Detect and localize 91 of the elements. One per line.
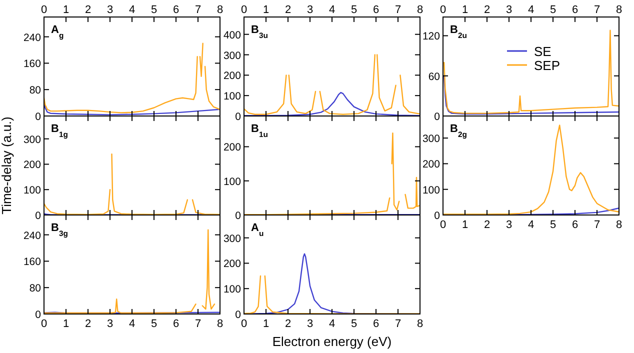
x-tick-label: 3 xyxy=(106,318,114,330)
y-tick-label: 300 xyxy=(223,232,242,245)
y-tick-label: 0 xyxy=(434,111,440,123)
legend-label: SE xyxy=(534,44,552,59)
y-tick-label: 0 xyxy=(235,111,242,123)
y-tick-label: 200 xyxy=(223,258,242,270)
y-tick-label: 0 xyxy=(434,210,440,222)
x-tick-label: 5 xyxy=(550,219,556,231)
y-tick-label: 200 xyxy=(422,158,440,171)
y-tick-label: 300 xyxy=(23,134,42,146)
x-tick-label: 8 xyxy=(216,4,224,16)
x-tick-label: 3 xyxy=(306,318,314,330)
x-tick-label: 7 xyxy=(594,219,600,231)
y-tick-label: 0 xyxy=(35,309,42,321)
y-tick-label: 160 xyxy=(23,58,42,70)
text: A$_{u}$ xyxy=(251,222,264,238)
x-tick-label: 7 xyxy=(394,318,402,330)
x-tick-label: 7 xyxy=(394,4,402,16)
x-tick-label: 1 xyxy=(262,4,270,16)
y-tick-label: 60 xyxy=(428,70,440,83)
legend-label: SEP xyxy=(534,58,560,73)
text: A$_{g}$ xyxy=(51,24,64,40)
y-tick-label: 100 xyxy=(223,90,242,103)
text: B$_{2g}$ xyxy=(450,123,468,138)
x-tick-label: 4 xyxy=(128,4,136,16)
y-tick-label: 80 xyxy=(29,84,42,97)
y-tick-label: 200 xyxy=(23,159,42,172)
x-tick-label: 3 xyxy=(106,4,114,16)
y-tick-label: 100 xyxy=(223,176,242,188)
y-tick-label: 100 xyxy=(422,184,440,196)
y-tick-label: 80 xyxy=(29,282,42,295)
x-tick-label: 8 xyxy=(216,318,224,330)
x-tick-label: 6 xyxy=(372,318,380,330)
x-tick-label: 8 xyxy=(616,219,622,231)
x-tick-label: 1 xyxy=(462,4,468,16)
y-tick-label: 400 xyxy=(223,29,242,42)
x-tick-label: 5 xyxy=(350,318,358,330)
x-tick-label: 2 xyxy=(284,318,292,330)
y-axis-title: Time-delay (a.u.) xyxy=(0,116,14,214)
x-tick-label: 6 xyxy=(172,4,180,16)
y-tick-label: 0 xyxy=(35,111,42,123)
x-tick-label: 2 xyxy=(84,318,92,330)
x-tick-label: 3 xyxy=(506,219,512,231)
y-tick-label: 160 xyxy=(23,256,42,268)
x-tick-label: 8 xyxy=(416,318,424,330)
x-tick-label: 7 xyxy=(194,4,202,16)
y-tick-label: 100 xyxy=(223,284,242,296)
y-tick-label: 300 xyxy=(422,133,440,146)
y-tick-label: 0 xyxy=(235,210,242,222)
text: B$_{1g}$ xyxy=(51,123,68,138)
x-tick-label: 2 xyxy=(484,4,490,16)
text: B$_{2u}$ xyxy=(450,24,468,40)
text: B$_{3g}$ xyxy=(51,222,68,238)
x-tick-label: 1 xyxy=(62,318,70,330)
x-tick-label: 1 xyxy=(462,219,468,231)
x-tick-label: 5 xyxy=(150,4,158,16)
y-tick-label: 200 xyxy=(223,70,242,82)
x-tick-label: 2 xyxy=(484,219,490,231)
x-tick-label: 4 xyxy=(528,4,534,16)
x-tick-label: 7 xyxy=(194,318,202,330)
y-tick-label: 200 xyxy=(223,142,242,154)
x-tick-label: 6 xyxy=(572,4,578,16)
x-tick-label: 3 xyxy=(506,4,512,16)
x-tick-label: 7 xyxy=(594,4,600,16)
text: B$_{1u}$ xyxy=(251,123,268,138)
y-tick-label: 100 xyxy=(23,184,42,197)
x-tick-label: 6 xyxy=(372,4,380,16)
y-tick-label: 240 xyxy=(23,230,42,242)
y-tick-label: 0 xyxy=(35,210,42,222)
y-tick-label: 300 xyxy=(223,50,242,62)
text: B$_{3u}$ xyxy=(251,24,268,40)
x-tick-label: 1 xyxy=(262,318,270,330)
x-tick-label: 5 xyxy=(150,318,158,330)
x-tick-label: 6 xyxy=(172,318,180,330)
x-tick-label: 6 xyxy=(572,219,578,231)
x-axis-title: Electron energy (eV) xyxy=(272,334,392,349)
y-tick-label: 240 xyxy=(23,32,42,44)
y-tick-label: 0 xyxy=(235,309,242,321)
x-tick-label: 4 xyxy=(128,318,136,330)
x-tick-label: 2 xyxy=(84,4,92,16)
x-tick-label: 3 xyxy=(306,4,314,16)
x-tick-label: 5 xyxy=(550,4,556,16)
x-tick-label: 4 xyxy=(328,4,336,16)
y-tick-label: 120 xyxy=(422,30,440,43)
x-tick-label: 4 xyxy=(528,219,534,231)
x-tick-label: 8 xyxy=(616,4,622,16)
x-tick-label: 4 xyxy=(328,318,336,330)
x-tick-label: 5 xyxy=(350,4,358,16)
x-tick-label: 1 xyxy=(62,4,70,16)
x-tick-label: 8 xyxy=(416,4,424,16)
x-tick-label: 2 xyxy=(284,4,292,16)
